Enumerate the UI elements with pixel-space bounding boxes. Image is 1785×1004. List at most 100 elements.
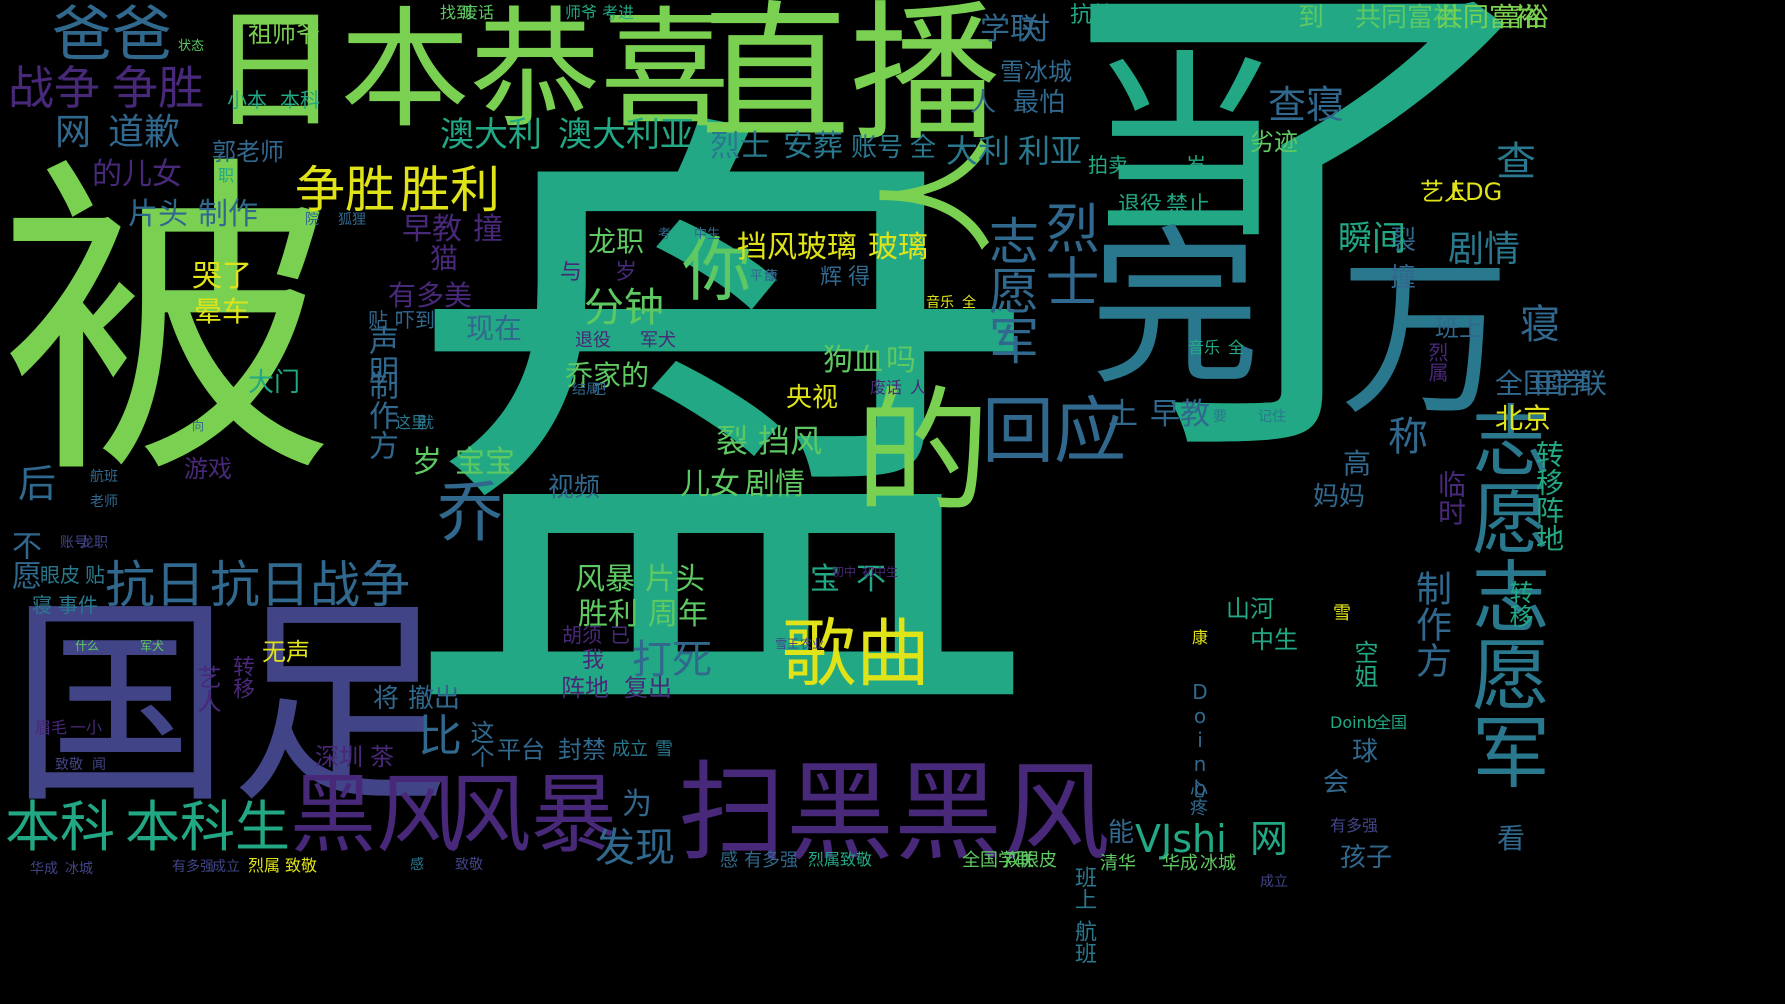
word-edg: 抗战 — [1070, 3, 1115, 28]
word-tie: 贴 — [368, 308, 388, 332]
word-huacheng: 全国 — [1375, 713, 1408, 732]
word-chechu: 撤出 — [408, 684, 461, 714]
word-shenme2: 有多强 — [744, 850, 798, 871]
word-shenzhen: 深圳 — [315, 743, 363, 771]
word-yaoqiu2: 闻 — [92, 757, 106, 773]
word-piantou2: 片头 — [645, 562, 705, 597]
word-hangban: 航班 — [1071, 920, 1096, 964]
word-hangban2: 得 — [848, 265, 871, 290]
word-wengei: 人 — [910, 378, 927, 397]
word-zhibo: 直播 — [700, 0, 1001, 162]
word-yanpi2: 军犬 — [640, 330, 676, 351]
word-yinyue: 劣迹 — [1250, 128, 1298, 156]
word-youxi: 游戏 — [184, 455, 232, 483]
word-lieji: 共同富裕 — [1355, 3, 1460, 33]
word-yixiao2: 成立 — [1260, 874, 1288, 890]
word-zhongsheng: 中生 — [1250, 626, 1298, 654]
word-ni: 你 — [682, 229, 752, 311]
word-meimao2: 致敬 — [840, 850, 873, 869]
word-lie2: 对 — [1020, 12, 1050, 47]
word-zushiye: 冰城 — [65, 861, 93, 877]
word-mao: 猫 — [430, 242, 459, 275]
word-xuezhongsongtan: 农业 — [800, 637, 825, 651]
word-xuexiao: 致敬 — [55, 757, 83, 773]
word-yi: 已 — [610, 623, 630, 647]
word-paimai: 学校 — [1172, 3, 1220, 31]
word-piantou: 片头 — [128, 197, 188, 232]
word-gequ: 歌曲 — [782, 611, 930, 697]
word-deernv: 的儿女 — [92, 157, 182, 192]
word-jizhu2: 雪王 — [775, 637, 800, 651]
word-shengru2: 吧 — [592, 382, 606, 398]
word-junquan: 烈属 — [808, 850, 841, 869]
word-fengbao: 风暴 — [445, 765, 617, 865]
word-shang: 上 — [1108, 397, 1138, 432]
word-zhanghao: 账号 — [851, 133, 904, 163]
word-vjshi: VJshi — [1135, 817, 1227, 861]
word-yangshi: 央视 — [786, 383, 839, 413]
word-xinteng: 心疼 — [1187, 780, 1208, 816]
word-goxue: 狗血 — [823, 343, 883, 378]
word-zhengsheng: 争胜 — [295, 161, 395, 219]
word-gongtongfuyu: 什么 — [75, 639, 100, 653]
word-hui: 会 — [1323, 768, 1350, 798]
word-bei: 被 — [0, 130, 335, 520]
word-wen: 感 — [720, 850, 738, 871]
word-juqing2: 人 — [970, 88, 997, 118]
word-zhege: 这个 — [466, 720, 494, 768]
word-shunjian: 雪冰城 — [1000, 58, 1072, 86]
word-jiu: 全 — [962, 295, 976, 311]
word-fengjin: 封禁 — [558, 736, 606, 764]
word-qiao: 乔 — [437, 474, 503, 551]
word-faxian: 发现 — [595, 825, 675, 871]
word-xiang: 辉 — [820, 265, 843, 290]
word-bingcheng: 全国学联 — [962, 850, 1034, 871]
word-shenme: 要 — [1213, 409, 1227, 425]
word-pingtai: 平台 — [497, 736, 545, 764]
word-zhuang2: 学联 — [980, 12, 1040, 47]
word-saoheiheifeng: 扫黑黑风 — [678, 751, 1111, 876]
word-wei: 为 — [622, 787, 652, 822]
word-kangzhan: 祖师爷 — [248, 20, 320, 48]
word-gao: 高 — [1343, 447, 1372, 480]
word-zhebian: 音乐 — [926, 295, 954, 311]
word-fenzhong: 分钟 — [584, 285, 664, 331]
word-qiaojiade: 乔家的 — [565, 359, 650, 392]
word-quan2: 艺人 — [1420, 178, 1468, 206]
word-zhuang: 撞 — [473, 212, 503, 247]
word-shipin: 视频 — [548, 473, 601, 503]
word-nongye: 院 — [305, 212, 319, 228]
word-zhizuofang2: 制作方 — [1410, 570, 1451, 678]
word-jizhu: 康 — [765, 269, 779, 284]
word-huli: 班上 — [1435, 314, 1483, 342]
word-mama: 妈妈 — [1313, 482, 1366, 512]
word-zhuanyi2: 转移 — [1505, 580, 1533, 628]
word-lieshu2: 华成 — [1162, 853, 1198, 874]
word-kaojin: 有多强 — [1330, 816, 1379, 835]
word-chaqin: 查寝 — [1268, 83, 1345, 127]
word-xue: 雪 — [655, 739, 673, 760]
word-anzang: 安葬 — [783, 129, 843, 164]
word-yixiao: 中生 — [694, 227, 721, 242]
word-boli: 玻璃 — [868, 230, 928, 265]
word-de: 的 — [855, 374, 990, 531]
word-ernv: 儿女 — [680, 467, 740, 502]
word-zaojiao2: 早教 — [1150, 397, 1210, 432]
word-pingtai2: EDG — [1450, 178, 1503, 206]
word-kongjie: 空姐 — [1350, 640, 1378, 688]
word-ba: 全 — [1228, 338, 1245, 357]
word-youduomei: 有多美 — [388, 279, 473, 312]
word-cheng: 称 — [1381, 415, 1427, 455]
word-nongye2: 龙职 — [80, 535, 108, 551]
word-aodaliya: 澳大利亚 — [558, 115, 694, 155]
word-shiye: 致敬 — [455, 857, 483, 873]
word-zhanzheng: 战争 — [8, 61, 100, 115]
word-zipu: 向 — [192, 419, 205, 433]
word-pan: 盘 — [402, 67, 1042, 812]
word-daoqian: 道歉 — [108, 112, 181, 153]
word-shengru: 师爷 — [565, 3, 598, 22]
word-damen: 大门 — [248, 368, 301, 398]
word-zhaodao: 烈属 — [248, 856, 281, 875]
word-huxu: 胡须 — [562, 623, 602, 647]
